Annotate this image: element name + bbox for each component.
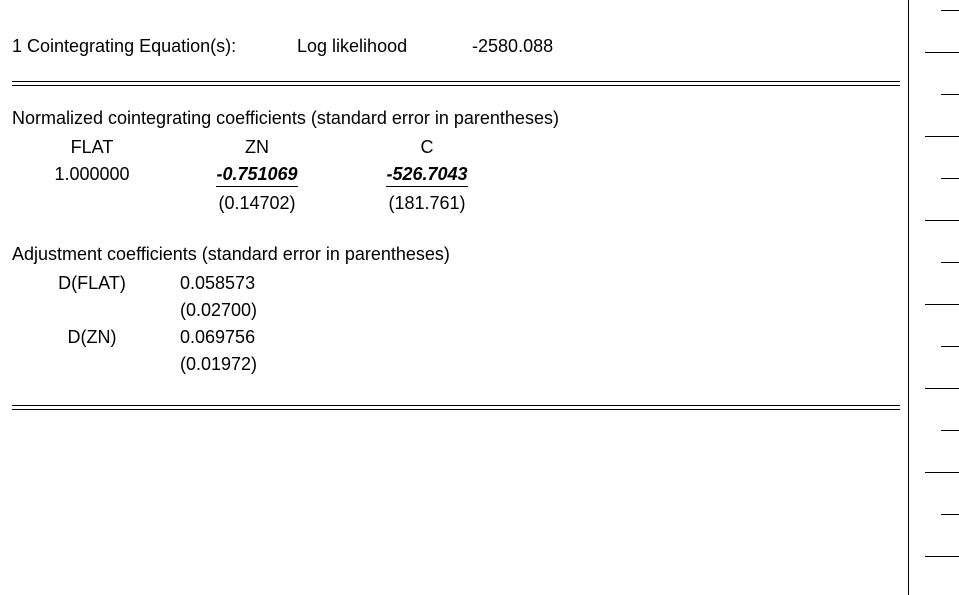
normalized-headers-row: FLAT ZN C — [12, 137, 896, 158]
adjustment-row-1-se: (0.01972) — [12, 354, 896, 375]
cointegration-header: 1 Cointegrating Equation(s): Log likelih… — [12, 36, 896, 57]
adjustment-value-dzn: 0.069756 — [172, 327, 342, 348]
adjustment-se-dzn: (0.01972) — [172, 354, 342, 375]
log-likelihood-label: Log likelihood — [297, 36, 467, 57]
section-spacer — [12, 220, 896, 244]
adjustment-row-0-value: D(FLAT) 0.058573 — [12, 273, 896, 294]
adjustment-value-dflat: 0.058573 — [172, 273, 342, 294]
normalized-se-flat — [12, 193, 172, 214]
ruler-tick — [925, 136, 959, 137]
ruler-tick — [925, 472, 959, 473]
document-content: 1 Cointegrating Equation(s): Log likelih… — [0, 0, 908, 595]
ruler-tick — [925, 388, 959, 389]
normalized-value-c-text: -526.7043 — [386, 164, 467, 187]
normalized-se-zn: (0.14702) — [172, 193, 342, 214]
ruler-tick — [925, 556, 959, 557]
adjustment-label-dzn: D(ZN) — [12, 327, 172, 348]
normalized-value-zn: -0.751069 — [172, 164, 342, 187]
adjustment-label-dflat: D(FLAT) — [12, 273, 172, 294]
ruler-tick — [941, 262, 959, 263]
double-rule-top — [12, 81, 900, 86]
normalized-se-c: (181.761) — [342, 193, 512, 214]
section-spacer-bottom — [12, 381, 896, 405]
double-rule-bottom — [12, 405, 900, 410]
normalized-value-flat: 1.000000 — [12, 164, 172, 187]
adjustment-row-1-value: D(ZN) 0.069756 — [12, 327, 896, 348]
ruler-tick — [941, 178, 959, 179]
normalized-value-zn-text: -0.751069 — [216, 164, 297, 187]
vertical-ruler — [908, 0, 959, 595]
normalized-values-row: 1.000000 -0.751069 -526.7043 — [12, 164, 896, 187]
adjustment-row-0-se: (0.02700) — [12, 300, 896, 321]
ruler-tick — [941, 346, 959, 347]
ruler-tick — [925, 52, 959, 53]
ruler-tick — [941, 430, 959, 431]
ruler-tick — [941, 10, 959, 11]
ruler-tick — [925, 304, 959, 305]
normalized-se-row: (0.14702) (181.761) — [12, 193, 896, 214]
ruler-tick — [941, 94, 959, 95]
ruler-tick — [941, 514, 959, 515]
ruler-tick — [925, 220, 959, 221]
col-header-c: C — [342, 137, 512, 158]
normalized-coef-title: Normalized cointegrating coefficients (s… — [12, 108, 896, 129]
adjustment-se-dflat: (0.02700) — [172, 300, 342, 321]
adjustment-coef-title: Adjustment coefficients (standard error … — [12, 244, 896, 265]
normalized-value-c: -526.7043 — [342, 164, 512, 187]
col-header-zn: ZN — [172, 137, 342, 158]
equation-count-label: 1 Cointegrating Equation(s): — [12, 36, 292, 57]
log-likelihood-value: -2580.088 — [472, 36, 553, 57]
col-header-flat: FLAT — [12, 137, 172, 158]
